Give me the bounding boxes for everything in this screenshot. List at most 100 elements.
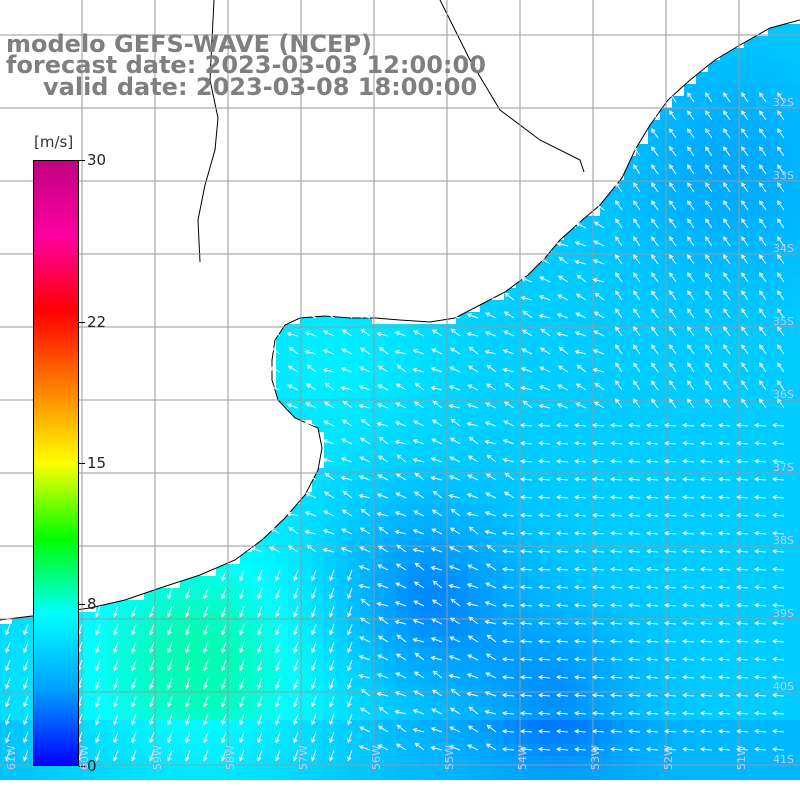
wind-speed-cell (348, 672, 360, 684)
wind-arrow (286, 403, 299, 409)
wind-arrow (718, 746, 731, 752)
wind-speed-cell (648, 192, 660, 204)
wind-speed-cell (792, 564, 800, 576)
wind-speed-cell (120, 708, 132, 720)
wind-speed-cell (744, 276, 756, 288)
wind-speed-cell (792, 72, 800, 84)
wind-speed-cell (384, 444, 396, 456)
wind-speed-cell (348, 468, 360, 480)
wind-speed-cell (768, 576, 780, 588)
wind-speed-cell (468, 360, 480, 372)
wind-arrow (646, 512, 659, 518)
wind-speed-cell (552, 252, 564, 264)
wind-speed-cell (336, 648, 348, 660)
wind-speed-cell (780, 312, 792, 324)
wind-speed-cell (156, 696, 168, 708)
wind-speed-cell (420, 624, 432, 636)
wind-speed-cell (648, 432, 660, 444)
wind-arrow (574, 331, 587, 337)
wind-arrow (759, 200, 767, 211)
wind-speed-cell (240, 648, 252, 660)
wind-speed-cell (588, 408, 600, 420)
wind-arrow (520, 385, 533, 391)
wind-speed-cell (564, 732, 576, 744)
wind-speed-cell (528, 708, 540, 720)
wind-arrow (628, 620, 641, 626)
wind-speed-cell (792, 516, 800, 528)
wind-arrow (682, 512, 695, 518)
wind-arrow (633, 182, 641, 193)
wind-speed-cell (324, 708, 336, 720)
wind-speed-cell (552, 720, 564, 732)
wind-speed-cell (744, 408, 756, 420)
wind-speed-cell (624, 696, 636, 708)
wind-speed-cell (564, 240, 576, 252)
wind-speed-cell (648, 444, 660, 456)
wind-arrow (558, 256, 569, 265)
wind-arrow (323, 510, 335, 517)
wind-speed-cell (708, 612, 720, 624)
wind-speed-cell (768, 192, 780, 204)
wind-speed-cell (468, 732, 480, 744)
wind-speed-cell (744, 720, 756, 732)
wind-speed-cell (768, 276, 780, 288)
wind-speed-cell (384, 708, 396, 720)
wind-speed-cell (672, 528, 684, 540)
wind-speed-cell (768, 252, 780, 264)
wind-arrow (376, 421, 389, 427)
wind-speed-cell (444, 624, 456, 636)
wind-speed-cell (708, 324, 720, 336)
wind-speed-cell (312, 708, 324, 720)
wind-speed-cell (744, 156, 756, 168)
wind-speed-cell (492, 372, 504, 384)
wind-speed-cell (324, 648, 336, 660)
wind-speed-cell (288, 672, 300, 684)
wind-speed-cell (588, 768, 600, 780)
wind-speed-cell (96, 612, 108, 624)
wind-arrow (556, 602, 569, 608)
wind-speed-cell (768, 480, 780, 492)
wind-speed-cell (264, 588, 276, 600)
wind-arrow (412, 367, 425, 373)
wind-speed-cell (384, 588, 396, 600)
wind-speed-cell (768, 516, 780, 528)
wind-arrow (329, 605, 335, 618)
wind-arrow (503, 330, 515, 337)
wind-arrow (413, 420, 425, 427)
wind-speed-cell (84, 696, 96, 708)
wind-arrow (520, 566, 533, 572)
wind-arrow (239, 677, 245, 690)
wind-speed-cell (468, 504, 480, 516)
wind-arrow (468, 436, 479, 445)
wind-arrow (610, 746, 623, 752)
wind-speed-cell (336, 732, 348, 744)
wind-arrow (377, 744, 389, 751)
wind-speed-cell (516, 552, 528, 564)
wind-speed-cell (672, 636, 684, 648)
wind-speed-cell (768, 132, 780, 144)
wind-speed-cell (648, 732, 660, 744)
wind-arrow (664, 548, 677, 554)
wind-speed-cell (180, 672, 192, 684)
wind-speed-cell (600, 708, 612, 720)
wind-arrow (359, 726, 371, 733)
wind-speed-cell (708, 696, 720, 708)
colorbar-tick-label: 15 (87, 454, 107, 472)
wind-speed-cell (684, 276, 696, 288)
wind-arrow (741, 362, 749, 373)
wind-arrow (633, 398, 641, 409)
wind-speed-cell (684, 204, 696, 216)
wind-arrow (556, 728, 569, 734)
wind-speed-cell (204, 684, 216, 696)
wind-speed-cell (720, 768, 732, 780)
wind-speed-cell (624, 348, 636, 360)
wind-speed-cell (108, 768, 120, 780)
wind-arrow (311, 677, 317, 690)
wind-speed-cell (396, 624, 408, 636)
wind-arrow (360, 418, 371, 427)
wind-speed-cell (732, 288, 744, 300)
wind-speed-cell (468, 444, 480, 456)
wind-speed-cell (780, 600, 792, 612)
wind-speed-cell (588, 288, 600, 300)
wind-arrow (293, 713, 299, 726)
